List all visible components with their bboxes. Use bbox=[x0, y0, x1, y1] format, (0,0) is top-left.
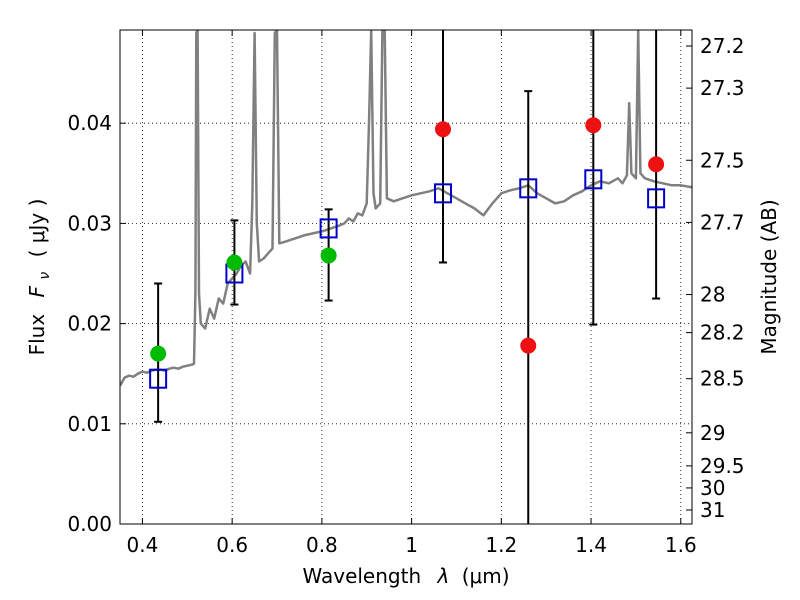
y-tick-label: 0.02 bbox=[67, 312, 112, 336]
grid-lines bbox=[120, 30, 692, 524]
x-tick-label: 1.6 bbox=[665, 533, 697, 557]
model-photometry-square bbox=[319, 218, 338, 239]
x-axis-label-text: Wavelength bbox=[302, 564, 421, 588]
y-axis-label: Flux F ν ( μJy ) bbox=[25, 199, 54, 356]
red-data-point bbox=[648, 156, 665, 173]
right-tick-label: 27.7 bbox=[700, 210, 745, 234]
right-tick-label: 28.5 bbox=[700, 367, 745, 391]
right-tick-label: 30 bbox=[700, 476, 725, 500]
right-tick-label: 27.2 bbox=[700, 34, 745, 58]
green-data-point bbox=[320, 247, 337, 264]
model-photometry-square bbox=[584, 169, 603, 190]
x-tick-label: 0.4 bbox=[127, 533, 159, 557]
spectrum-layer bbox=[120, 30, 692, 387]
right-tick-label: 28 bbox=[700, 283, 725, 307]
right-tick-label: 31 bbox=[700, 498, 725, 522]
plot-frame bbox=[119, 29, 693, 525]
x-axis-label: Wavelength λ (μm) bbox=[302, 564, 509, 588]
right-tick-label: 27.5 bbox=[700, 148, 745, 172]
errorbar-layer bbox=[154, 30, 661, 524]
x-tick-label: 1.2 bbox=[485, 533, 517, 557]
marker-layer bbox=[149, 117, 666, 389]
y-axis-label-text: Flux bbox=[25, 314, 49, 356]
model-photometry-square bbox=[519, 178, 538, 199]
y-tick-label: 0.04 bbox=[67, 111, 112, 135]
y-tick-label: 0.00 bbox=[67, 512, 112, 536]
x-axis-lambda: λ bbox=[437, 564, 450, 588]
right-tick-label: 28.2 bbox=[700, 321, 745, 345]
right-tick-label: 29 bbox=[700, 421, 725, 445]
axis-ticks: 0.4 0.6 0.8 1 1.2 1.4 1.6 0.00 0.01 0.02 0.03 0.04 2… bbox=[67, 30, 745, 557]
green-data-point bbox=[226, 254, 243, 271]
model-photometry-square bbox=[149, 368, 168, 389]
x-tick-label: 1.4 bbox=[575, 533, 607, 557]
right-tick-label: 27.3 bbox=[700, 76, 745, 100]
right-tick-label: 29.5 bbox=[700, 454, 745, 478]
x-tick-label: 0.8 bbox=[306, 533, 338, 557]
x-tick-label: 1 bbox=[405, 533, 418, 557]
model-spectrum-line bbox=[120, 30, 692, 387]
x-axis-unit: (μm) bbox=[462, 564, 510, 588]
y-tick-label: 0.03 bbox=[67, 211, 112, 235]
red-data-point bbox=[520, 337, 537, 354]
y-axis-subscript: ν bbox=[37, 272, 53, 280]
red-data-point bbox=[585, 117, 602, 134]
right-axis-label: Magnitude (AB) bbox=[757, 199, 781, 354]
x-tick-label: 0.6 bbox=[216, 533, 248, 557]
y-tick-label: 0.01 bbox=[67, 412, 112, 436]
y-axis-symbol: F bbox=[25, 285, 49, 297]
model-photometry-square bbox=[647, 188, 666, 209]
y-axis-unit: ( μJy ) bbox=[25, 199, 49, 258]
red-data-point bbox=[435, 121, 452, 138]
green-data-point bbox=[150, 345, 167, 362]
model-photometry-square bbox=[434, 183, 453, 204]
